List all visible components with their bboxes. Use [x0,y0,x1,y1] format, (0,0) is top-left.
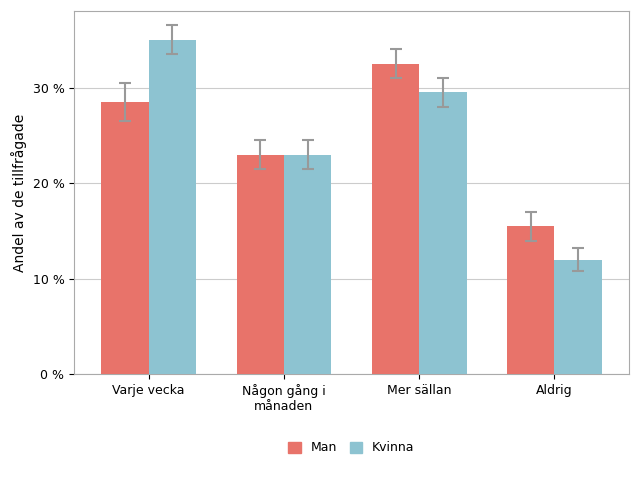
Legend: Man, Kvinna: Man, Kvinna [282,435,421,461]
Bar [419,92,467,374]
Bar [148,40,196,374]
Bar [554,260,602,374]
Bar [284,155,332,374]
Bar [101,102,148,374]
Y-axis label: Andel av de tillfrågade: Andel av de tillfrågade [11,114,27,272]
Bar [372,64,419,374]
Bar [237,155,284,374]
Bar [507,226,554,374]
